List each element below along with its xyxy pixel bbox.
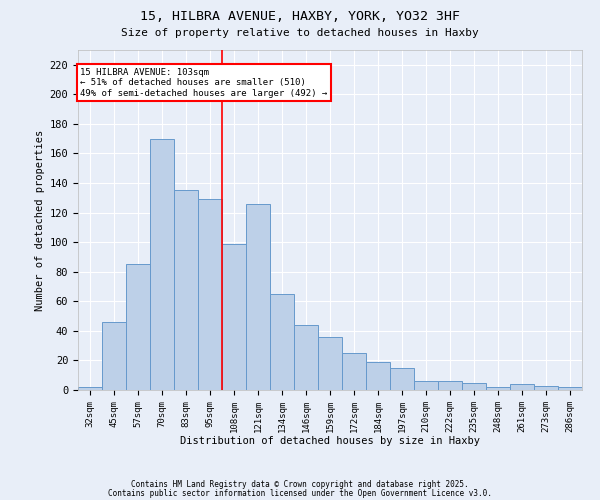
Bar	[342, 353, 366, 390]
Bar	[558, 387, 582, 390]
Bar	[294, 325, 318, 390]
Bar	[246, 204, 270, 390]
Bar	[534, 386, 558, 390]
Y-axis label: Number of detached properties: Number of detached properties	[35, 130, 46, 310]
Bar	[438, 381, 462, 390]
Bar	[150, 138, 174, 390]
Bar	[222, 244, 246, 390]
Bar	[198, 200, 222, 390]
Bar	[510, 384, 534, 390]
Text: 15, HILBRA AVENUE, HAXBY, YORK, YO32 3HF: 15, HILBRA AVENUE, HAXBY, YORK, YO32 3HF	[140, 10, 460, 23]
X-axis label: Distribution of detached houses by size in Haxby: Distribution of detached houses by size …	[180, 436, 480, 446]
Text: Contains public sector information licensed under the Open Government Licence v3: Contains public sector information licen…	[108, 490, 492, 498]
Text: Contains HM Land Registry data © Crown copyright and database right 2025.: Contains HM Land Registry data © Crown c…	[131, 480, 469, 489]
Bar	[366, 362, 390, 390]
Bar	[318, 337, 342, 390]
Bar	[486, 387, 510, 390]
Bar	[270, 294, 294, 390]
Bar	[414, 381, 438, 390]
Bar	[126, 264, 150, 390]
Bar	[174, 190, 198, 390]
Text: 15 HILBRA AVENUE: 103sqm
← 51% of detached houses are smaller (510)
49% of semi-: 15 HILBRA AVENUE: 103sqm ← 51% of detach…	[80, 68, 328, 98]
Bar	[462, 382, 486, 390]
Bar	[78, 387, 102, 390]
Bar	[390, 368, 414, 390]
Text: Size of property relative to detached houses in Haxby: Size of property relative to detached ho…	[121, 28, 479, 38]
Bar	[102, 322, 126, 390]
